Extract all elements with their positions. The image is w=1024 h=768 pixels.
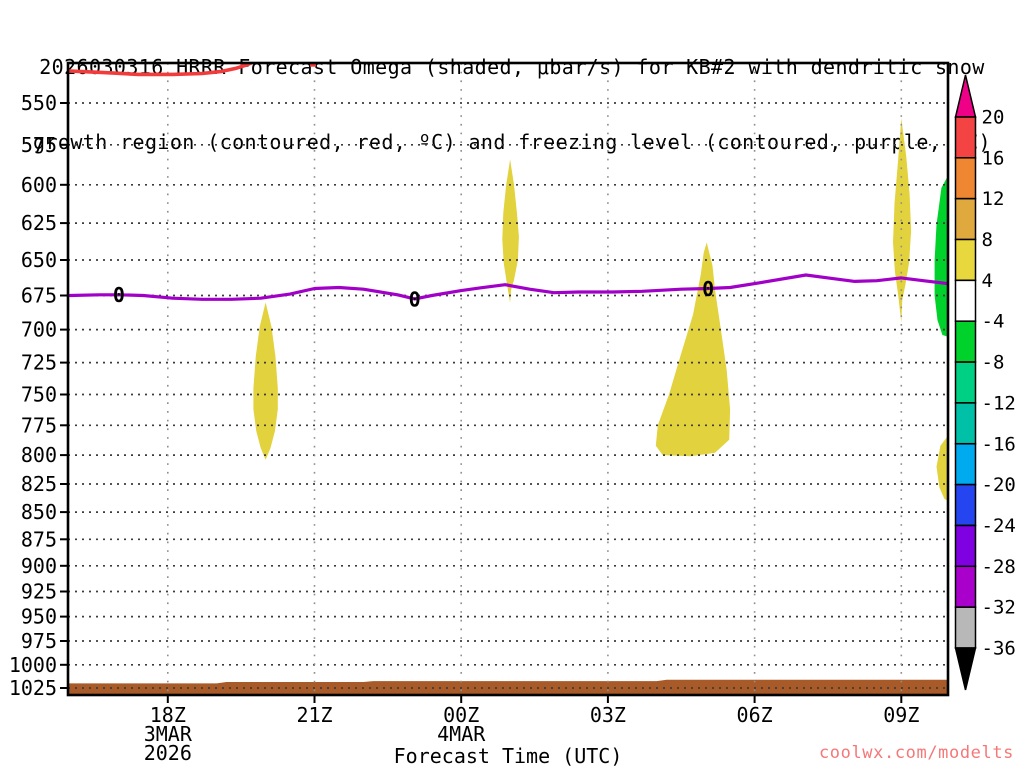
- dendritic-contour-edge-mark: [310, 63, 316, 67]
- freezing-level-zero-label: 0: [702, 277, 714, 301]
- colorbar-segment: [954, 157, 977, 200]
- colorbar-label: 8: [982, 229, 993, 251]
- terrain-fill: [68, 679, 948, 695]
- colorbar-bottom-arrow: [954, 647, 977, 691]
- plot-area: 0 0 0: [68, 63, 948, 695]
- colorbar-segment: [954, 116, 977, 159]
- time-tick-label: 00Z: [443, 703, 479, 727]
- pressure-tick-label: 625: [21, 211, 57, 235]
- pressure-tick-label: 900: [21, 554, 57, 578]
- time-tick-label: 03Z: [590, 703, 626, 727]
- colorbar-segment: [954, 524, 977, 568]
- time-tick-date-label: 2026: [144, 741, 192, 765]
- colorbar-segment: [954, 565, 977, 608]
- freezing-level-zero-label: 0: [409, 287, 421, 311]
- updraft-region-right-edge: [936, 435, 948, 501]
- pressure-tick-label: 675: [21, 284, 57, 308]
- freezing-level-contour: [68, 273, 948, 301]
- colorbar-segment: [954, 279, 977, 322]
- time-tick-date-label: 4MAR: [437, 722, 486, 746]
- pressure-tick-label: 775: [21, 413, 57, 437]
- time-tick-label: 18Z: [150, 703, 186, 727]
- chart-title-line1: 2026030316 HRRR Forecast Omega (shaded, …: [39, 55, 985, 79]
- colorbar-label: -8: [982, 352, 1005, 374]
- time-tick-date-label: 3MAR: [144, 722, 193, 746]
- pressure-tick-label: 875: [21, 527, 57, 551]
- chart-title: 2026030316 HRRR Forecast Omega (shaded, …: [0, 5, 1024, 205]
- pressure-tick-label: 850: [21, 500, 57, 524]
- colorbar-label: -4: [982, 311, 1005, 333]
- colorbar-label: -12: [982, 392, 1016, 414]
- updraft-region-1: [253, 302, 278, 460]
- pressure-tick-label: 550: [21, 91, 57, 115]
- colorbar-label: 4: [982, 270, 993, 292]
- time-tick-label: 09Z: [883, 703, 919, 727]
- pressure-tick-label: 1000: [9, 653, 57, 677]
- pressure-tick-label: 600: [21, 173, 57, 197]
- colorbar-label: -24: [982, 515, 1016, 537]
- pressure-tick-label: 750: [21, 383, 57, 407]
- colorbar-label: -16: [982, 433, 1016, 455]
- pressure-tick-label: 725: [21, 351, 57, 375]
- colorbar-label: -20: [982, 474, 1016, 496]
- pressure-tick-label: 975: [21, 629, 57, 653]
- updraft-region-2: [502, 159, 519, 303]
- colorbar-label: 20: [982, 107, 1005, 129]
- colorbar-segment: [954, 606, 977, 649]
- colorbar-label: -28: [982, 556, 1016, 578]
- pressure-tick-label: 1025: [9, 676, 57, 700]
- chart-title-line2: growth region (contoured, red, ºC) and f…: [33, 130, 991, 154]
- pressure-tick-label: 650: [21, 248, 57, 272]
- pressure-tick-label: 925: [21, 580, 57, 604]
- updraft-region-3: [655, 242, 731, 457]
- pressure-tick-label: 575: [21, 133, 57, 157]
- colorbar-segment: [954, 361, 977, 404]
- colorbar-segment: [954, 238, 977, 282]
- colorbar-label: 16: [982, 147, 1005, 169]
- pressure-tick-label: 825: [21, 472, 57, 496]
- colorbar-label: -36: [982, 638, 1016, 660]
- pressure-tick-label: 950: [21, 605, 57, 629]
- colorbar-segment: [954, 320, 977, 363]
- colorbar-top-arrow: [954, 74, 977, 118]
- watermark-link[interactable]: coolwx.com/modelts: [818, 743, 1014, 763]
- colorbar-label: -32: [982, 597, 1016, 619]
- time-tick-label: 21Z: [296, 703, 332, 727]
- plot-border: [66, 61, 950, 697]
- dendritic-contour-edge-mark: [240, 63, 247, 67]
- colorbar-segment: [954, 197, 977, 241]
- pressure-tick-label: 800: [21, 443, 57, 467]
- colorbar-segment: [954, 402, 977, 445]
- colorbar-segment: [954, 483, 977, 527]
- freezing-level-zero-label: 0: [113, 283, 125, 307]
- time-tick-label: 06Z: [737, 703, 773, 727]
- downdraft-region-right-edge: [934, 175, 948, 337]
- colorbar-segment: [954, 443, 977, 486]
- pressure-tick-label: 700: [21, 318, 57, 342]
- x-axis-title: Forecast Time (UTC): [393, 744, 623, 768]
- colorbar-label: 12: [982, 188, 1005, 210]
